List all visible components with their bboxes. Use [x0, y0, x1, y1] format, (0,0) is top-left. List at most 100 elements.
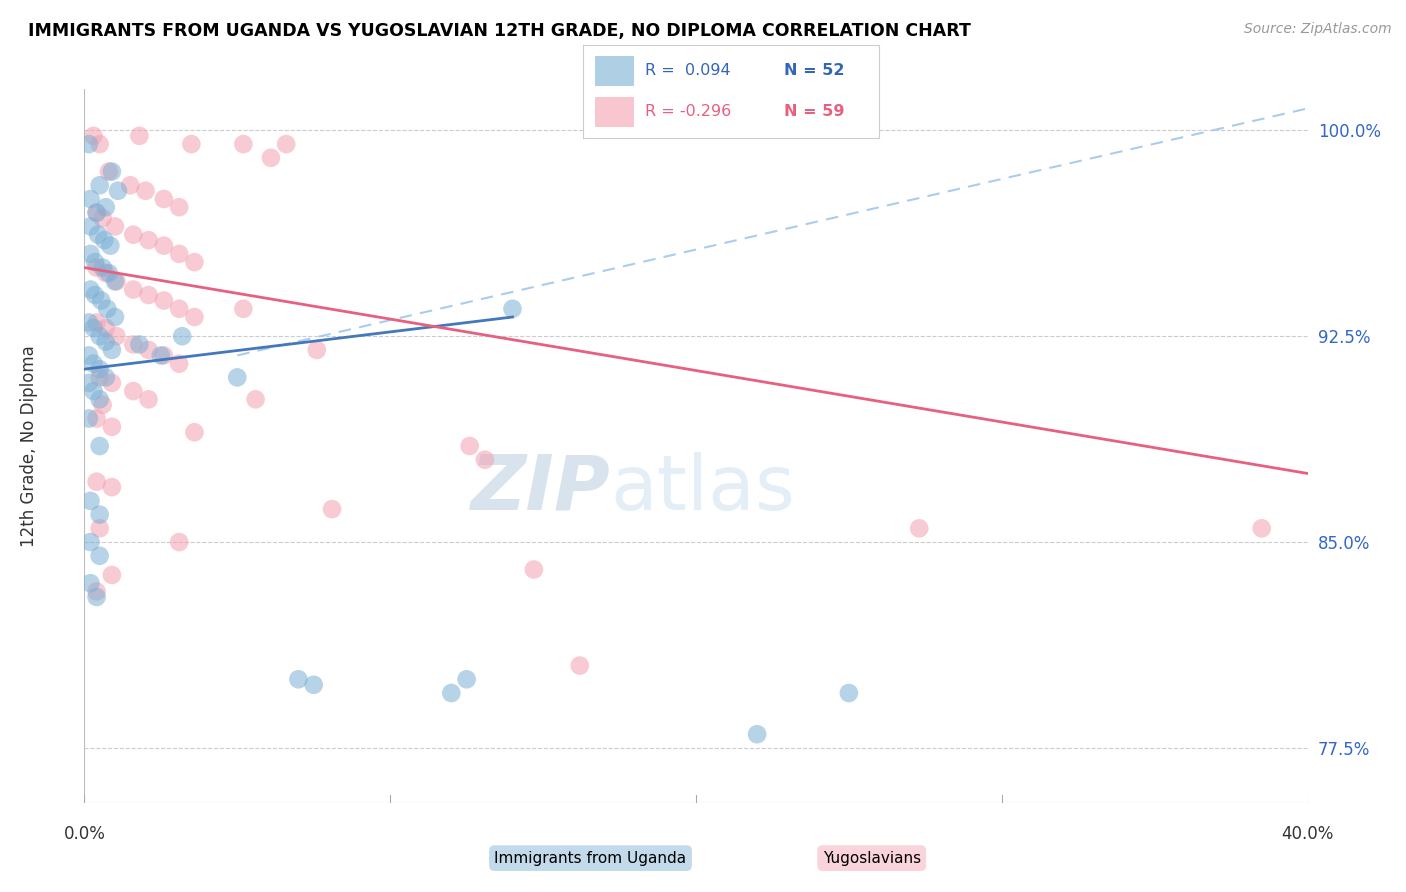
Point [105, 274, 128, 288]
Point [79, 494, 101, 508]
Point [77, 348, 100, 362]
Point [86, 316, 108, 330]
Point [135, 184, 157, 198]
Point [86, 475, 108, 489]
Point [138, 343, 160, 357]
Point [83, 321, 105, 335]
Point [474, 452, 496, 467]
Point [86, 590, 108, 604]
Point [153, 348, 176, 362]
Point [94, 321, 117, 335]
Point [89, 521, 111, 535]
Point [101, 568, 124, 582]
Text: N = 52: N = 52 [785, 63, 845, 78]
Point [149, 348, 172, 362]
Text: R =  0.094: R = 0.094 [645, 63, 731, 78]
Point [153, 238, 176, 252]
Point [89, 508, 111, 522]
Text: N = 59: N = 59 [785, 103, 845, 119]
Point [79, 247, 101, 261]
Point [104, 310, 127, 324]
Point [77, 411, 100, 425]
Point [276, 137, 298, 152]
Text: Yugoslavians: Yugoslavians [823, 851, 921, 865]
Point [93, 233, 115, 247]
Point [305, 343, 328, 357]
Point [568, 658, 591, 673]
Point [101, 376, 124, 390]
Point [101, 164, 124, 178]
Point [232, 301, 254, 316]
Point [94, 370, 117, 384]
Text: ZIP: ZIP [471, 452, 610, 525]
Point [86, 205, 108, 219]
Point [167, 200, 190, 214]
Point [167, 301, 190, 316]
Point [77, 316, 100, 330]
Point [104, 274, 127, 288]
Point [79, 535, 101, 549]
Point [101, 419, 124, 434]
Point [107, 184, 129, 198]
Point [89, 392, 111, 407]
Text: Immigrants from Uganda: Immigrants from Uganda [495, 851, 686, 865]
Point [128, 128, 150, 143]
Point [183, 255, 205, 269]
Text: 40.0%: 40.0% [1281, 825, 1334, 843]
Point [183, 310, 205, 324]
Point [302, 678, 325, 692]
Point [86, 411, 108, 425]
Bar [595, 56, 634, 86]
Point [79, 576, 101, 591]
Point [105, 329, 128, 343]
Point [287, 673, 309, 687]
Point [523, 562, 546, 576]
Point [89, 549, 111, 563]
Point [101, 343, 124, 357]
Point [138, 233, 160, 247]
Point [122, 283, 145, 297]
Point [260, 151, 283, 165]
Point [96, 301, 118, 316]
Point [440, 686, 463, 700]
Point [89, 370, 111, 384]
Point [128, 337, 150, 351]
Point [1250, 521, 1272, 535]
Point [89, 178, 111, 193]
Point [97, 266, 120, 280]
Point [245, 392, 267, 407]
Point [90, 293, 112, 308]
Point [79, 283, 101, 297]
Point [232, 137, 254, 152]
Point [89, 329, 111, 343]
Point [138, 392, 160, 407]
Point [86, 260, 108, 275]
Point [91, 398, 114, 412]
Point [84, 288, 107, 302]
Point [122, 337, 145, 351]
Point [83, 384, 105, 398]
Text: atlas: atlas [610, 452, 796, 525]
Point [502, 301, 524, 316]
Point [94, 200, 117, 214]
Point [458, 439, 481, 453]
Point [98, 238, 121, 252]
Point [91, 260, 114, 275]
Text: 12th Grade, No Diploma: 12th Grade, No Diploma [20, 345, 38, 547]
Point [167, 535, 190, 549]
Point [120, 178, 142, 193]
Point [138, 288, 160, 302]
Point [122, 227, 145, 242]
Point [79, 192, 101, 206]
Point [97, 164, 120, 178]
Point [172, 329, 194, 343]
Point [83, 357, 105, 371]
Point [89, 439, 111, 453]
Point [838, 686, 860, 700]
Text: 0.0%: 0.0% [63, 825, 105, 843]
Point [747, 727, 769, 741]
Point [89, 362, 111, 376]
Point [101, 480, 124, 494]
Point [91, 211, 114, 226]
Point [83, 128, 105, 143]
